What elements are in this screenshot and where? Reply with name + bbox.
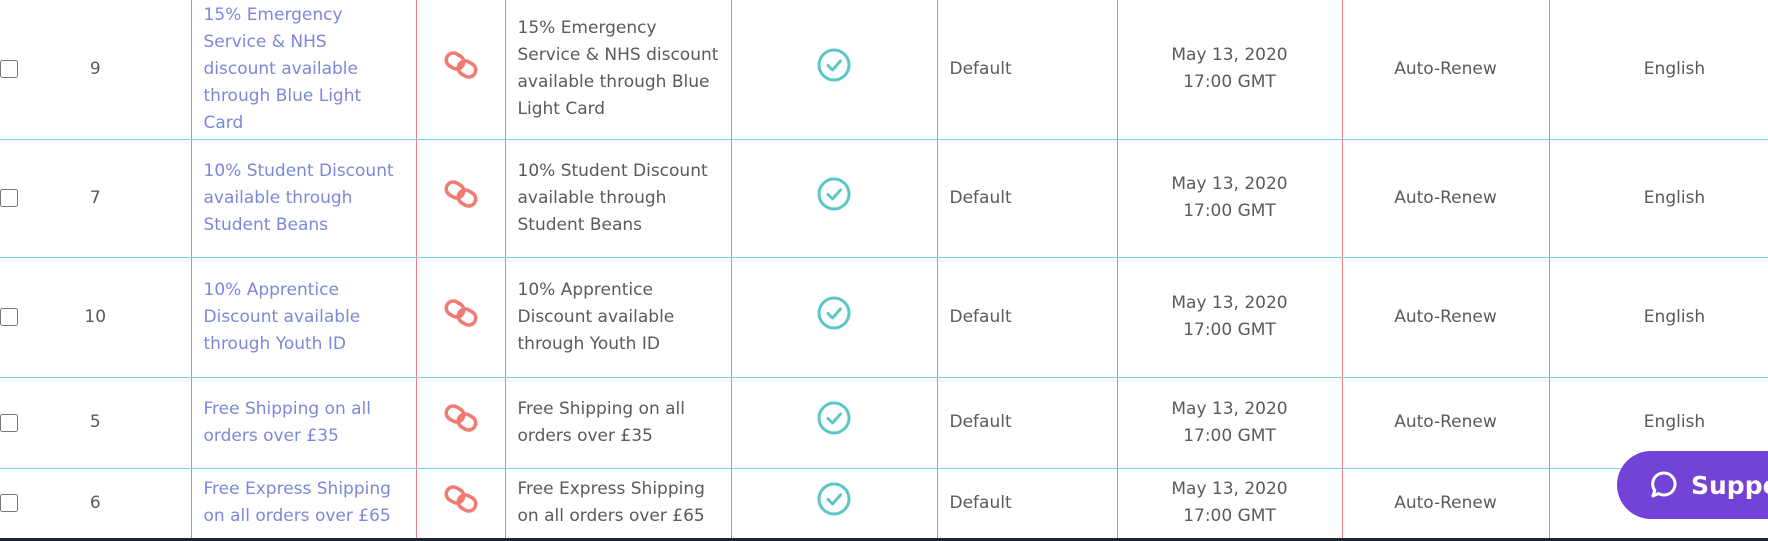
expiry-date: May 13, 2020 (1171, 174, 1288, 194)
coupon-type: Default (937, 468, 1118, 538)
expiry-time: 17:00 GMT (1183, 72, 1276, 93)
check-circle-icon (731, 257, 938, 378)
coupon-id: 7 (89, 187, 101, 208)
expiry-date: May 13, 2020 (1171, 398, 1288, 419)
check-circle-icon (731, 468, 938, 538)
coupon-type: Default (937, 377, 1118, 469)
select-id-cell: 6 (0, 468, 192, 538)
renewal-status: Auto-Renew (1342, 0, 1550, 140)
link-icon[interactable] (416, 468, 506, 538)
expiry-time: 17:00 GMT (1183, 320, 1276, 340)
coupon-description: Free Express Shipping on all orders over… (505, 468, 732, 538)
table-row: 6 Free Express Shipping on all orders ov… (0, 468, 1768, 538)
footer-divider (0, 538, 1768, 541)
link-icon[interactable] (416, 377, 506, 469)
coupon-id: 9 (89, 58, 101, 79)
table-row: 7 10% Student Discount available through… (0, 139, 1768, 258)
check-circle-icon (731, 139, 938, 258)
row-checkbox[interactable] (0, 308, 18, 326)
expiry-cell: May 13, 2020 17:00 GMT (1117, 377, 1343, 469)
expiry-date: May 13, 2020 (1171, 293, 1288, 313)
coupon-title-link[interactable]: Free Express Shipping on all orders over… (191, 468, 417, 538)
coupon-type: Default (937, 257, 1118, 378)
language: English (1549, 257, 1768, 378)
table-row: 9 15% Emergency Service & NHS discount a… (0, 0, 1768, 140)
expiry-cell: May 13, 2020 17:00 GMT (1117, 257, 1343, 378)
coupon-title-link[interactable]: 15% Emergency Service & NHS discount ava… (191, 0, 417, 140)
support-label: Support (1691, 470, 1768, 500)
link-icon[interactable] (416, 257, 506, 378)
coupon-title-link[interactable]: Free Shipping on all orders over £35 (191, 377, 417, 469)
coupon-type: Default (937, 0, 1118, 140)
expiry-date: May 13, 2020 (1171, 45, 1288, 66)
coupon-id: 6 (89, 492, 101, 513)
row-checkbox[interactable] (0, 494, 18, 513)
coupon-description: 10% Apprentice Discount available throug… (505, 257, 732, 378)
select-id-cell: 9 (0, 0, 192, 140)
language: English (1549, 0, 1768, 140)
row-checkbox[interactable] (0, 189, 18, 207)
coupon-title-link[interactable]: 10% Apprentice Discount available throug… (191, 257, 417, 378)
link-icon[interactable] (416, 0, 506, 140)
renewal-status: Auto-Renew (1342, 139, 1550, 258)
renewal-status: Auto-Renew (1342, 257, 1550, 378)
expiry-cell: May 13, 2020 17:00 GMT (1117, 0, 1343, 140)
expiry-cell: May 13, 2020 17:00 GMT (1117, 139, 1343, 258)
expiry-time: 17:00 GMT (1183, 201, 1276, 221)
coupon-description: Free Shipping on all orders over £35 (505, 377, 732, 469)
coupon-title-link[interactable]: 10% Student Discount available through S… (191, 139, 417, 258)
row-checkbox[interactable] (0, 413, 18, 432)
table-row: 5 Free Shipping on all orders over £35 F… (0, 377, 1768, 469)
coupon-description: 10% Student Discount available through S… (505, 139, 732, 258)
support-button[interactable]: Support (1617, 451, 1768, 519)
coupon-description: 15% Emergency Service & NHS discount ava… (505, 0, 732, 140)
language: English (1549, 139, 1768, 258)
expiry-cell: May 13, 2020 17:00 GMT (1117, 468, 1343, 538)
renewal-status: Auto-Renew (1342, 377, 1550, 469)
select-id-cell: 10 (0, 257, 192, 378)
check-circle-icon (731, 0, 938, 140)
select-id-cell: 7 (0, 139, 192, 258)
expiry-date: May 13, 2020 (1171, 479, 1288, 500)
coupon-type: Default (937, 139, 1118, 258)
row-checkbox[interactable] (0, 60, 18, 79)
check-circle-icon (731, 377, 938, 469)
select-id-cell: 5 (0, 377, 192, 469)
link-icon[interactable] (416, 139, 506, 258)
coupon-id: 5 (89, 412, 101, 432)
expiry-time: 17:00 GMT (1183, 425, 1276, 446)
chat-bubble-icon (1651, 471, 1677, 498)
coupon-id: 10 (84, 306, 107, 327)
table-row: 10 10% Apprentice Discount available thr… (0, 257, 1768, 378)
renewal-status: Auto-Renew (1342, 468, 1550, 538)
expiry-time: 17:00 GMT (1183, 506, 1276, 527)
